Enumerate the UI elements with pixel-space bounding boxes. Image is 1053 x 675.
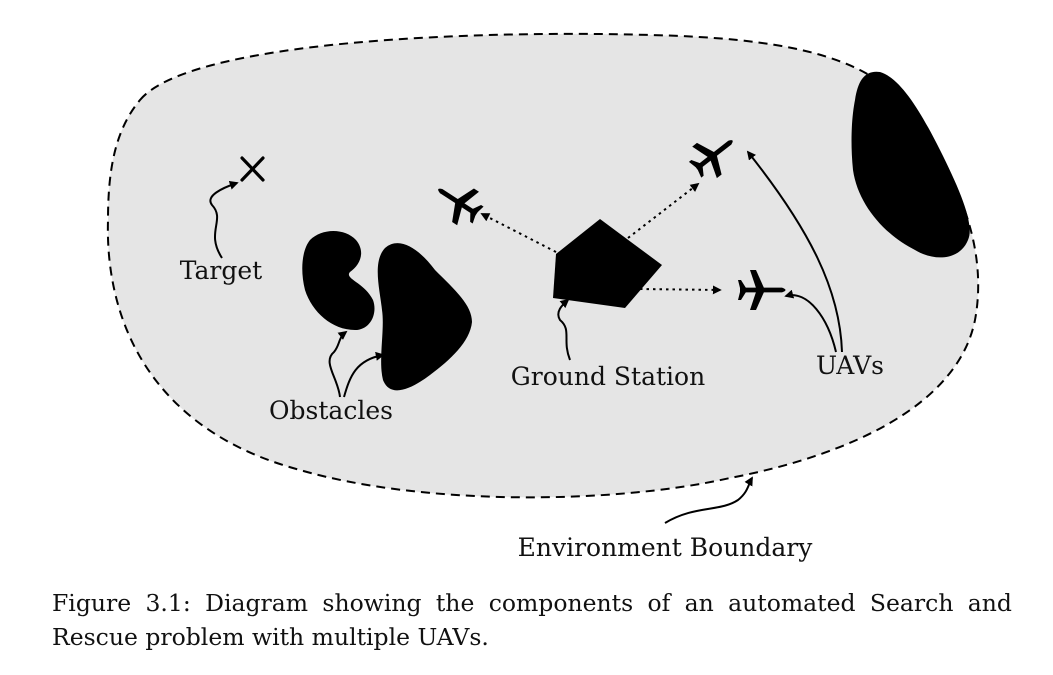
figure-caption: Figure 3.1: Diagram showing the componen… — [52, 586, 1012, 654]
caption-text: Diagram showing the components of an aut… — [52, 589, 1012, 651]
target-cross-icon — [240, 156, 265, 182]
obstacle-annotation-arrow-2 — [343, 351, 385, 398]
obstacle-large — [377, 243, 472, 391]
uavs-label: UAVs — [816, 351, 884, 380]
obstacle-corner — [851, 71, 970, 258]
uavs-annotation-arrow-top — [746, 150, 843, 353]
boundary-annotation-arrow — [664, 476, 753, 524]
environment-boundary-label: Environment Boundary — [518, 533, 814, 562]
search-and-rescue-diagram: Target Obstacles Ground Station UAVs Env… — [106, 32, 980, 562]
ground-station-annotation-arrow — [557, 298, 571, 361]
path-to-uav-right — [639, 285, 722, 295]
ground-station-icon — [553, 219, 662, 308]
caption-prefix: Figure 3.1: — [52, 589, 191, 617]
target-annotation-arrow — [209, 181, 239, 259]
ground-station-label: Ground Station — [511, 362, 705, 391]
obstacle-bean — [302, 231, 375, 330]
path-to-uav-left — [480, 213, 557, 253]
uavs-annotation-arrow-right — [784, 289, 837, 353]
obstacle-annotation-arrow-1 — [328, 330, 348, 398]
path-to-uav-top — [627, 182, 700, 239]
target-label: Target — [180, 256, 262, 285]
obstacles-label: Obstacles — [269, 396, 393, 425]
environment-region — [106, 32, 980, 499]
